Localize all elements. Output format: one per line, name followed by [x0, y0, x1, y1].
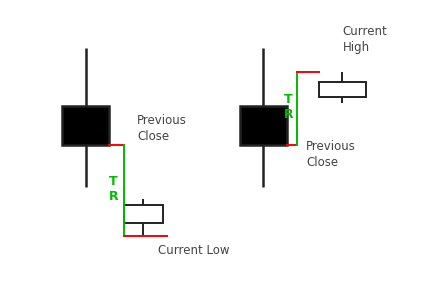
- Bar: [62, 106, 109, 145]
- Bar: [319, 82, 366, 97]
- Bar: [240, 106, 287, 145]
- Text: Current
High: Current High: [342, 25, 387, 54]
- Text: T
R: T R: [109, 175, 118, 203]
- Text: Current Low: Current Low: [158, 244, 230, 257]
- Bar: [124, 205, 163, 223]
- Text: Previous
Close: Previous Close: [137, 114, 187, 143]
- Text: T
R: T R: [284, 93, 293, 121]
- Text: Previous
Close: Previous Close: [306, 140, 356, 169]
